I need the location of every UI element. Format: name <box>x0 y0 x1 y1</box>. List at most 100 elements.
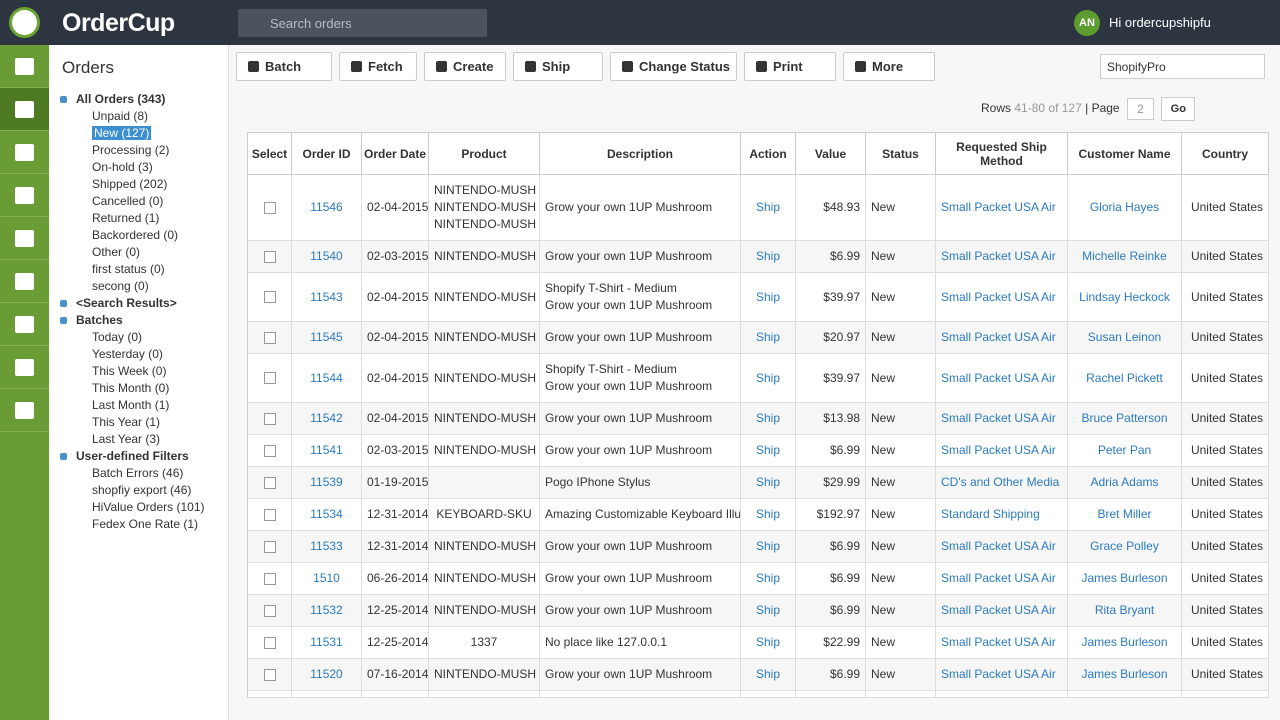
nav-reports[interactable] <box>0 346 49 389</box>
row-checkbox[interactable] <box>263 201 276 214</box>
action[interactable]: Ship <box>755 635 781 649</box>
row-checkbox[interactable] <box>263 412 276 425</box>
nav-shipping[interactable] <box>0 303 49 346</box>
column-header[interactable]: Requested Ship Method <box>935 132 1068 175</box>
user-greeting[interactable]: Hi ordercupshipfu <box>1109 15 1211 30</box>
tree-item[interactable]: This Month (0) <box>59 380 205 397</box>
customer-name[interactable]: Adria Adams <box>1090 475 1159 489</box>
order-id[interactable]: 11539 <box>310 475 343 489</box>
tree-item[interactable]: Unpaid (8) <box>59 108 205 125</box>
order-row[interactable]: 11534 12-31-2014 KEYBOARD-SKU Amazing Custo… <box>247 498 1269 531</box>
order-row[interactable]: 11533 12-31-2014 NINTENDO-MUSH Grow your ow… <box>247 530 1269 563</box>
row-checkbox[interactable] <box>263 540 276 553</box>
tree-item-label[interactable]: This Week (0) <box>92 364 167 378</box>
toolbar-button[interactable]: Fetch <box>339 52 417 81</box>
customer-name[interactable]: Gloria Hayes <box>1089 200 1160 214</box>
row-checkbox[interactable] <box>263 476 276 489</box>
tree-group[interactable]: User-defined Filters <box>59 448 205 465</box>
tree-item[interactable]: Processing (2) <box>59 142 205 159</box>
action[interactable]: Ship <box>755 475 781 489</box>
ship-method[interactable]: Small Packet USA Air <box>941 289 1056 304</box>
tree-group[interactable]: Batches <box>59 312 205 329</box>
tree-item-label[interactable]: Backordered (0) <box>92 228 179 242</box>
tree-item[interactable]: Last Month (1) <box>59 397 205 414</box>
tree-item-label[interactable]: This Year (1) <box>92 415 161 429</box>
tree-item-label[interactable]: Shipped (202) <box>92 177 168 191</box>
customer-name[interactable]: James Burleson <box>1081 667 1168 681</box>
tree-item-label[interactable]: Processing (2) <box>92 143 170 157</box>
column-header[interactable]: Product <box>428 132 540 175</box>
customer-name[interactable]: Rachel Pickett <box>1086 370 1163 385</box>
tree-item[interactable]: Today (0) <box>59 329 205 346</box>
row-checkbox[interactable] <box>263 444 276 457</box>
tree-item[interactable]: Shipped (202) <box>59 176 205 193</box>
ship-method[interactable]: Small Packet USA Air <box>941 603 1056 617</box>
nav-ship[interactable] <box>0 217 49 260</box>
tree-item[interactable]: Other (0) <box>59 244 205 261</box>
tree-item-label[interactable]: Yesterday (0) <box>92 347 163 361</box>
row-checkbox[interactable] <box>263 331 276 344</box>
search-box[interactable]: Search orders <box>238 9 487 37</box>
tree-item-label[interactable]: Today (0) <box>92 330 143 344</box>
action[interactable]: Ship <box>755 249 781 263</box>
order-row[interactable]: 1510 06-26-2014 NINTENDO-MUSH Grow your own… <box>247 562 1269 595</box>
action[interactable]: Ship <box>755 443 781 457</box>
tree-item[interactable]: secong (0) <box>59 278 205 295</box>
ship-method[interactable]: CD's and Other Media <box>941 475 1060 489</box>
customer-name[interactable]: James Burleson <box>1081 571 1168 585</box>
nav-inventory[interactable] <box>0 131 49 174</box>
ship-method[interactable]: Small Packet USA Air <box>941 411 1056 425</box>
order-row[interactable]: 11542 02-04-2015 NINTENDO-MUSH Grow your ow… <box>247 402 1269 435</box>
order-row[interactable]: 11540 02-03-2015 NINTENDO-MUSH Grow your ow… <box>247 240 1269 273</box>
column-header[interactable]: Status <box>865 132 936 175</box>
nav-returns[interactable] <box>0 260 49 303</box>
toolbar-button[interactable]: Ship <box>513 52 603 81</box>
column-header[interactable]: Value <box>795 132 866 175</box>
order-id[interactable]: 11545 <box>310 330 343 344</box>
order-id[interactable]: 1510 <box>313 571 340 585</box>
tree-item-label[interactable]: Last Month (1) <box>92 398 170 412</box>
action[interactable]: Ship <box>755 571 781 585</box>
action[interactable]: Ship <box>755 330 781 344</box>
tree-item-label[interactable]: first status (0) <box>92 262 165 276</box>
column-header[interactable]: Order Date <box>361 132 429 175</box>
action[interactable]: Ship <box>755 603 781 617</box>
nav-settings[interactable] <box>0 389 49 432</box>
ship-method[interactable]: Small Packet USA Air <box>941 443 1056 457</box>
tree-item[interactable]: shopfiy export (46) <box>59 482 205 499</box>
tree-item-label[interactable]: Batch Errors (46) <box>92 466 184 480</box>
tree-item[interactable]: This Year (1) <box>59 414 205 431</box>
logo-icon[interactable] <box>9 7 40 38</box>
column-header[interactable]: Country <box>1181 132 1269 175</box>
customer-name[interactable]: Lindsay Heckock <box>1079 289 1170 304</box>
customer-name[interactable]: Bret Miller <box>1097 507 1152 521</box>
row-checkbox[interactable] <box>263 508 276 521</box>
row-checkbox[interactable] <box>263 372 276 385</box>
tree-item-label[interactable]: Cancelled (0) <box>92 194 164 208</box>
tree-item-label[interactable]: Unpaid (8) <box>92 109 149 123</box>
column-header[interactable]: Order ID <box>291 132 362 175</box>
ship-method[interactable]: Small Packet USA Air <box>941 539 1056 553</box>
tree-item[interactable]: Cancelled (0) <box>59 193 205 210</box>
toolbar-button[interactable]: Print <box>744 52 836 81</box>
order-id[interactable]: 11532 <box>310 603 343 617</box>
column-header[interactable]: Select <box>247 132 292 175</box>
go-button[interactable]: Go <box>1161 97 1196 121</box>
order-id[interactable]: 11544 <box>310 370 343 385</box>
order-row[interactable]: 11539 01-19-2015 Pogo IPhone Stylus Ship $29… <box>247 466 1269 499</box>
ship-method[interactable]: Standard Shipping <box>941 507 1040 521</box>
tree-item-label[interactable]: Returned (1) <box>92 211 160 225</box>
order-id[interactable]: 11534 <box>310 507 343 521</box>
order-row[interactable]: 11520 07-16-2014 NINTENDO-MUSH Grow your ow… <box>247 658 1269 691</box>
nav-home[interactable] <box>0 45 49 88</box>
order-row[interactable]: 11541 02-03-2015 NINTENDO-MUSH Grow your ow… <box>247 434 1269 467</box>
tree-item[interactable]: HiValue Orders (101) <box>59 499 205 516</box>
order-row[interactable]: 11531 12-25-2014 1337 No place like 127.0.0… <box>247 626 1269 659</box>
order-id[interactable]: 11540 <box>310 249 343 263</box>
action[interactable]: Ship <box>755 411 781 425</box>
order-id[interactable]: 11542 <box>310 411 343 425</box>
page-input[interactable]: 2 <box>1126 98 1154 120</box>
nav-customers[interactable] <box>0 174 49 217</box>
order-row[interactable]: 11544 02-04-2015 NINTENDO-MUSH Shopify T-Sh… <box>247 353 1269 403</box>
tree-item[interactable]: Returned (1) <box>59 210 205 227</box>
